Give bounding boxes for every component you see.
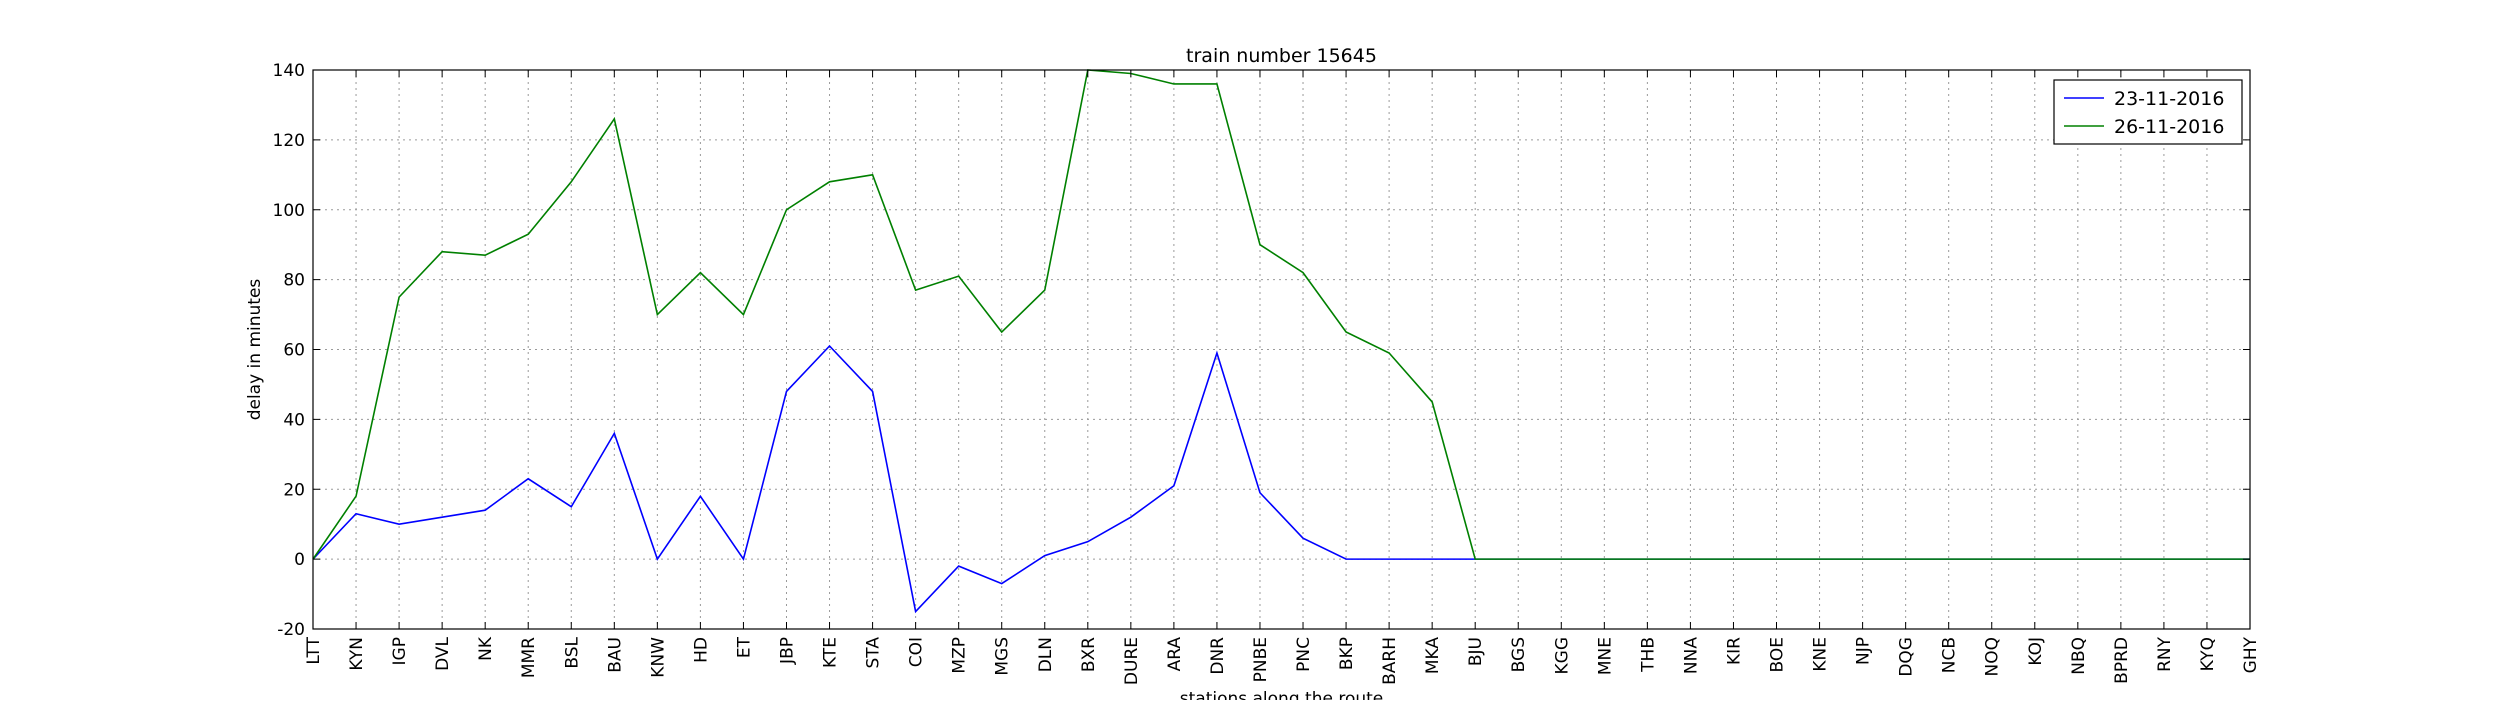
x-tick-label: NCB (1940, 637, 1960, 673)
x-tick-label: KNW (648, 637, 668, 678)
x-tick-label: BOE (1768, 637, 1788, 673)
x-tick-label: KIR (1724, 637, 1744, 665)
x-tick-label: KGG (1552, 637, 1572, 675)
x-tick-label: KNE (1811, 637, 1831, 672)
x-tick-label: BKP (1337, 637, 1357, 670)
x-tick-label: DVL (433, 636, 453, 670)
x-axis-label: stations along the route (1180, 689, 1384, 700)
y-tick-label: 80 (283, 271, 305, 291)
y-tick-label: 100 (273, 201, 305, 221)
x-tick-label: PNBE (1251, 637, 1271, 682)
legend-label-2: 26-11-2016 (2114, 116, 2224, 138)
x-tick-label: KYQ (2198, 637, 2218, 671)
x-tick-label: DNR (1208, 637, 1228, 675)
x-tick-label: HD (691, 637, 711, 663)
legend-box (2053, 79, 2243, 145)
x-tick-label: BXR (1079, 637, 1099, 672)
x-tick-label: IGP (390, 637, 410, 665)
x-tick-label: JBP (777, 637, 797, 665)
y-tick-label: -20 (277, 620, 305, 640)
y-tick-label: 60 (283, 341, 305, 361)
x-tick-label: PNC (1294, 637, 1314, 672)
x-axis-ticks: LTT KYN IGP DVL NK MMR BSL BAU KNW HD ET JBP KTE STA C… (304, 70, 2261, 685)
x-tick-label: COI (907, 637, 927, 667)
x-tick-label: BGS (1509, 637, 1529, 672)
x-tick-label: MZP (950, 637, 970, 674)
x-tick-label: KTE (821, 637, 841, 668)
y-tick-label: 0 (294, 550, 305, 570)
legend-label-1: 23-11-2016 (2114, 88, 2224, 110)
x-tick-label: THB (1638, 637, 1658, 673)
grid-layer (312, 69, 2251, 630)
x-tick-label: MNE (1595, 637, 1615, 675)
chart-title: train number 15645 (1186, 45, 1377, 67)
x-tick-label: BAU (605, 637, 625, 673)
x-tick-label: NNA (1681, 637, 1701, 674)
x-tick-label: BARH (1380, 637, 1400, 685)
x-tick-label: MGS (993, 637, 1013, 676)
x-tick-label: DQG (1897, 637, 1917, 677)
x-tick-label: NJP (1854, 637, 1874, 665)
x-tick-label: MKA (1423, 637, 1443, 675)
x-tick-label: NOQ (1983, 637, 2003, 676)
series-layer (312, 69, 2250, 614)
x-tick-label: NBQ (2069, 637, 2089, 675)
x-tick-label: LTT (304, 636, 324, 664)
x-tick-label: KOJ (2026, 637, 2046, 666)
y-tick-label: 140 (273, 61, 305, 81)
y-tick-label: 40 (283, 410, 305, 430)
y-tick-label: 120 (273, 131, 305, 151)
x-tick-label: KYN (347, 637, 367, 671)
x-tick-label: MMR (519, 637, 539, 678)
x-tick-label: NK (476, 636, 496, 661)
x-tick-label: ET (734, 636, 754, 658)
plot-area-frame (312, 69, 2251, 630)
x-tick-label: BJU (1466, 637, 1486, 666)
x-tick-label: BPRD (2112, 637, 2132, 684)
x-tick-label: STA (864, 637, 884, 669)
x-tick-label: RNY (2155, 636, 2175, 672)
legend: 23-11-2016 26-11-2016 (2053, 79, 2243, 145)
series-line-1 (312, 344, 2250, 614)
y-axis-label: delay in minutes (245, 279, 265, 421)
series-line-2 (312, 69, 2250, 560)
x-tick-label: GHY (2241, 636, 2261, 673)
x-tick-label: DLN (1036, 637, 1056, 672)
x-tick-label: DURE (1122, 637, 1142, 685)
x-tick-label: ARA (1165, 637, 1185, 672)
x-tick-label: BSL (562, 636, 582, 668)
y-tick-label: 20 (283, 480, 305, 500)
y-axis-ticks: -20 0 20 40 60 80 100 120 140 (273, 61, 2250, 640)
